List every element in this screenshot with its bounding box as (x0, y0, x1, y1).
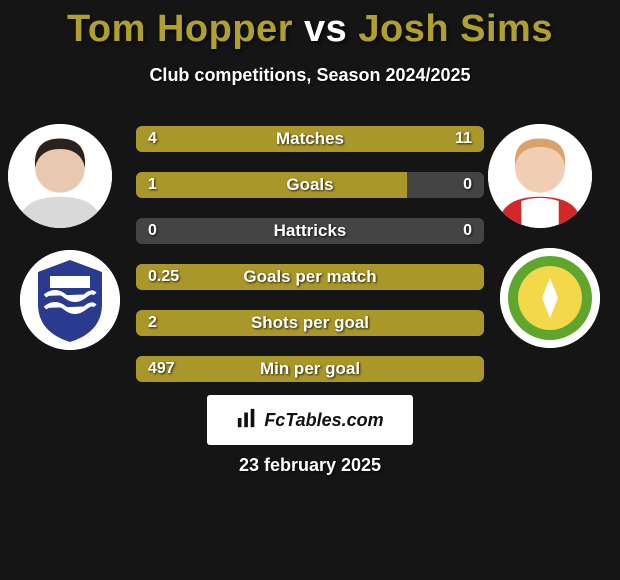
brand-text: FcTables.com (264, 410, 383, 431)
stat-bar-right (230, 126, 484, 152)
stat-bar-left (136, 356, 484, 382)
stat-row: Shots per goal2 (136, 310, 484, 336)
stat-row: Goals10 (136, 172, 484, 198)
stat-bar-bg (136, 218, 484, 244)
player1-club-crest (20, 250, 120, 350)
brand-bars-icon (236, 407, 258, 434)
stat-row: Min per goal497 (136, 356, 484, 382)
stat-row: Goals per match0.25 (136, 264, 484, 290)
title-player1: Tom Hopper (67, 8, 293, 50)
brand-label: FcTables.com (236, 407, 383, 434)
player2-club-crest (500, 248, 600, 348)
stat-bar-left (136, 126, 230, 152)
page-title: Tom Hopper vs Josh Sims (0, 0, 620, 51)
stat-row: Hattricks00 (136, 218, 484, 244)
subtitle: Club competitions, Season 2024/2025 (0, 65, 620, 86)
brand-card: FcTables.com (207, 395, 413, 445)
date: 23 february 2025 (0, 455, 620, 476)
stats-bars: Matches411 Goals10 Hattricks00 Goals per ma… (136, 126, 484, 402)
title-vs: vs (304, 8, 347, 50)
title-player2: Josh Sims (358, 8, 553, 50)
stat-row: Matches411 (136, 126, 484, 152)
player1-avatar (8, 124, 112, 228)
stat-bar-left (136, 264, 484, 290)
stat-bar-left (136, 172, 407, 198)
player2-avatar (488, 124, 592, 228)
stat-bar-left (136, 310, 484, 336)
